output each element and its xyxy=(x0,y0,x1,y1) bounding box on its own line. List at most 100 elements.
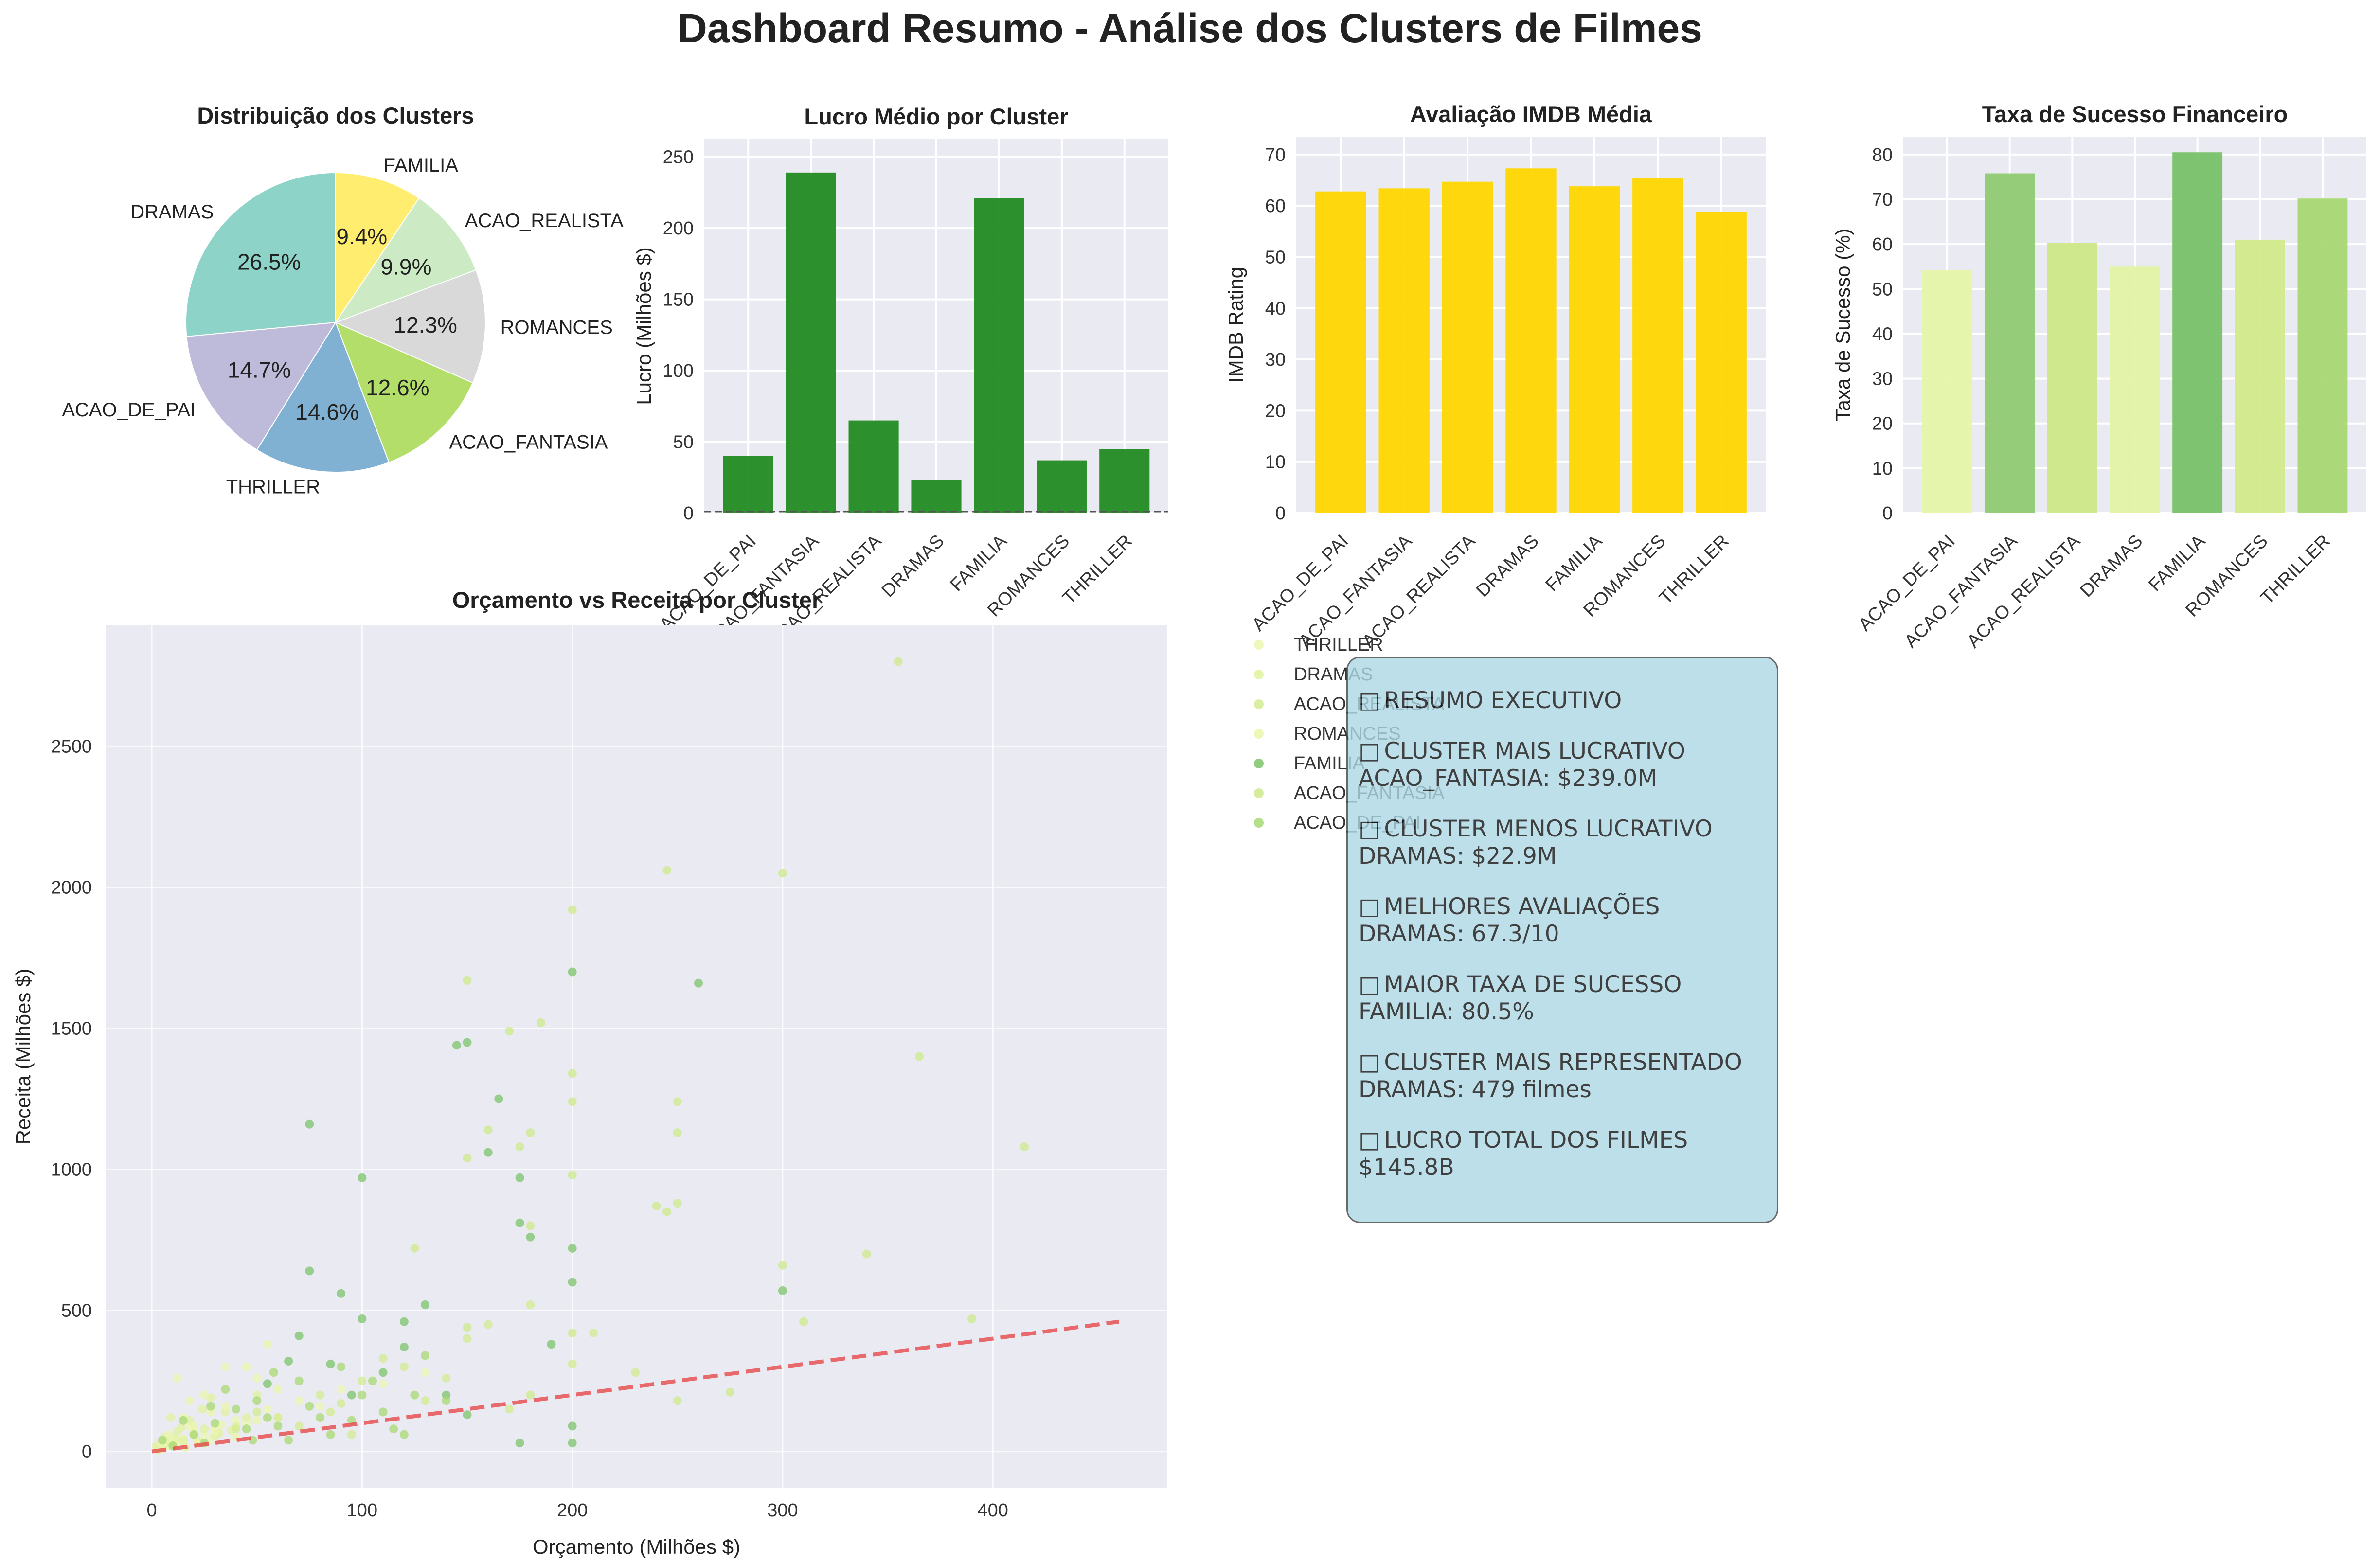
scatter-point xyxy=(252,1407,262,1417)
scatter-point xyxy=(221,1385,230,1394)
pie-slice-percent: 12.3% xyxy=(394,312,457,337)
imdb-bar xyxy=(1315,191,1366,513)
scatter-point xyxy=(799,1317,808,1326)
executive-summary-box: □ RESUMO EXECUTIVO □ CLUSTER MAIS LUCRATIV… xyxy=(1346,657,1778,1223)
scatter-point xyxy=(378,1379,388,1388)
scatter-point xyxy=(399,1430,409,1439)
scatter-point xyxy=(547,1340,556,1349)
profit-bar xyxy=(911,480,962,513)
scatter-y-tick-label: 500 xyxy=(61,1301,92,1321)
scatter-point xyxy=(673,1097,682,1106)
scatter-point xyxy=(725,1387,734,1397)
scatter-point xyxy=(358,1314,367,1323)
scatter-point xyxy=(568,1243,577,1253)
scatter-x-tick-label: 100 xyxy=(347,1500,377,1521)
scatter-point xyxy=(673,1199,682,1208)
scatter-trend-line xyxy=(151,1319,1120,1454)
scatter-point xyxy=(536,1018,545,1027)
legend-marker xyxy=(1254,818,1264,828)
scatter-point xyxy=(568,1359,577,1368)
scatter-point xyxy=(326,1407,335,1417)
legend-marker xyxy=(1254,788,1264,798)
pie-slice-label: ACAO_FANTASIA xyxy=(449,432,608,453)
scatter-point xyxy=(515,1218,524,1227)
scatter-point xyxy=(463,1410,472,1420)
imdb-x-tick-label: FAMILIA xyxy=(1542,531,1607,595)
scatter-point xyxy=(210,1427,219,1436)
scatter-point xyxy=(166,1413,176,1422)
pie-slice xyxy=(186,321,337,451)
pie-title: Distribuição dos Clusters xyxy=(197,103,474,128)
scatter-point xyxy=(337,1399,346,1408)
scatter-point xyxy=(526,1390,535,1400)
scatter-point xyxy=(177,1423,186,1432)
pie-slice-percent: 14.6% xyxy=(295,399,358,425)
pie-slice xyxy=(335,321,474,463)
scatter-point xyxy=(273,1385,283,1394)
pie-slice-percent: 12.6% xyxy=(366,375,429,400)
pie-slice-percent: 26.5% xyxy=(237,249,301,275)
summary-title-icon: □ xyxy=(1359,687,1380,714)
scatter-plot-area xyxy=(106,625,1167,1488)
imdb-x-tick-label: THRILLER xyxy=(1655,531,1733,609)
imdb-y-tick-label: 30 xyxy=(1265,350,1286,370)
scatter-point xyxy=(526,1300,535,1309)
success-bar xyxy=(2297,198,2348,514)
summary-item: □ CLUSTER MAIS REPRESENTADO DRAMAS: 479 fi… xyxy=(1359,1049,1766,1103)
profit-y-axis-label: Lucro (Milhões $) xyxy=(632,247,655,405)
scatter-point xyxy=(315,1402,324,1411)
imdb-bar xyxy=(1442,181,1493,513)
success-y-tick-label: 30 xyxy=(1872,369,1893,390)
pie-slice xyxy=(256,321,390,473)
scatter-point xyxy=(347,1390,356,1400)
scatter-point xyxy=(504,1404,514,1414)
scatter-point xyxy=(337,1289,346,1298)
summary-title-block: □ RESUMO EXECUTIVO xyxy=(1359,687,1766,714)
scatter-x-tick-label: 0 xyxy=(147,1500,157,1521)
budget-revenue-scatter-chart: 0 100 200 300 400 0 500 1000 1500 2000 2500 Orçamen… xyxy=(12,587,1167,1558)
scatter-y-tick-label: 2000 xyxy=(51,877,92,898)
scatter-point xyxy=(442,1396,451,1405)
profit-y-tick-label: 100 xyxy=(663,361,694,381)
scatter-x-tick-label: 400 xyxy=(978,1500,1008,1521)
scatter-point xyxy=(242,1424,251,1434)
profit-bar xyxy=(848,420,899,513)
summary-item-icon: □ xyxy=(1359,816,1380,842)
scatter-point xyxy=(358,1173,367,1182)
profit-bar xyxy=(974,198,1024,514)
imdb-x-tick-label: ACAO_REALISTA xyxy=(1359,531,1480,652)
scatter-point xyxy=(200,1390,209,1400)
imdb-bar xyxy=(1569,186,1620,513)
scatter-point xyxy=(197,1404,207,1414)
scatter-point xyxy=(358,1390,367,1400)
summary-item-label: LUCRO TOTAL DOS FILMES xyxy=(1384,1127,1688,1154)
profit-bar xyxy=(1099,449,1150,513)
imdb-y-tick-label: 0 xyxy=(1275,503,1286,524)
scatter-point xyxy=(568,1097,577,1106)
imdb-y-tick-label: 60 xyxy=(1265,196,1286,216)
profit-bar-chart: 050100150200250ACAO_DE_PAIACAO_FANTASIAA… xyxy=(632,104,1168,652)
summary-item-label: CLUSTER MENOS LUCRATIVO xyxy=(1384,816,1713,842)
summary-item-value: $145.8B xyxy=(1359,1154,1454,1181)
scatter-point xyxy=(326,1430,335,1439)
summary-item-value: FAMILIA: 80.5% xyxy=(1359,998,1534,1025)
profit-y-tick-label: 250 xyxy=(663,147,694,168)
scatter-point xyxy=(410,1390,419,1400)
scatter-point xyxy=(294,1376,304,1385)
scatter-point xyxy=(232,1424,241,1434)
scatter-y-tick-label: 2500 xyxy=(51,736,92,757)
success-x-tick-label: DRAMAS xyxy=(2076,531,2147,602)
scatter-point xyxy=(337,1385,346,1394)
summary-item-icon: □ xyxy=(1359,893,1380,920)
scatter-point xyxy=(568,1069,577,1078)
scatter-point xyxy=(483,1125,493,1135)
summary-item: □ MAIOR TAXA DE SUCESSO FAMILIA: 80.5% xyxy=(1359,971,1766,1026)
imdb-title: Avaliação IMDB Média xyxy=(1410,101,1652,127)
scatter-point xyxy=(189,1421,198,1431)
success-bar xyxy=(2235,239,2285,513)
profit-bar xyxy=(723,456,773,513)
success-x-tick-label: ACAO_FANTASIA xyxy=(1900,531,2022,652)
scatter-point xyxy=(242,1362,251,1371)
scatter-point xyxy=(347,1430,356,1439)
scatter-point xyxy=(894,657,903,666)
